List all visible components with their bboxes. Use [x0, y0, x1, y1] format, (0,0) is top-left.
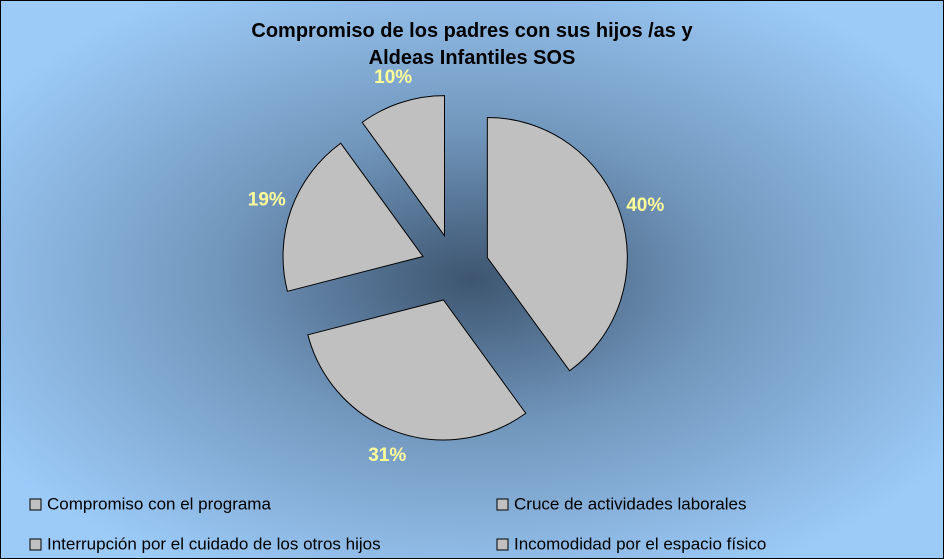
legend-label: Compromiso con el programa	[47, 494, 271, 513]
chart-title: Compromiso de los padres con sus hijos /…	[251, 20, 693, 69]
pie-slice	[307, 299, 527, 441]
pie-slice	[361, 95, 445, 238]
legend-swatch	[496, 538, 509, 551]
data-label: 10%	[374, 67, 412, 88]
pie-slice	[282, 142, 424, 292]
data-label: 31%	[368, 445, 406, 466]
data-label: 19%	[248, 189, 286, 210]
pie-slice	[486, 116, 628, 372]
legend-swatch	[29, 498, 42, 511]
legend-swatch	[29, 538, 42, 551]
legend-label: Interrupción por el cuidado de los otros…	[47, 534, 381, 553]
data-label: 40%	[626, 195, 664, 216]
legend-label: Cruce de actividades laborales	[514, 494, 746, 513]
legend-label: Incomodidad por el espacio físico	[514, 534, 766, 553]
legend-swatch	[496, 498, 509, 511]
